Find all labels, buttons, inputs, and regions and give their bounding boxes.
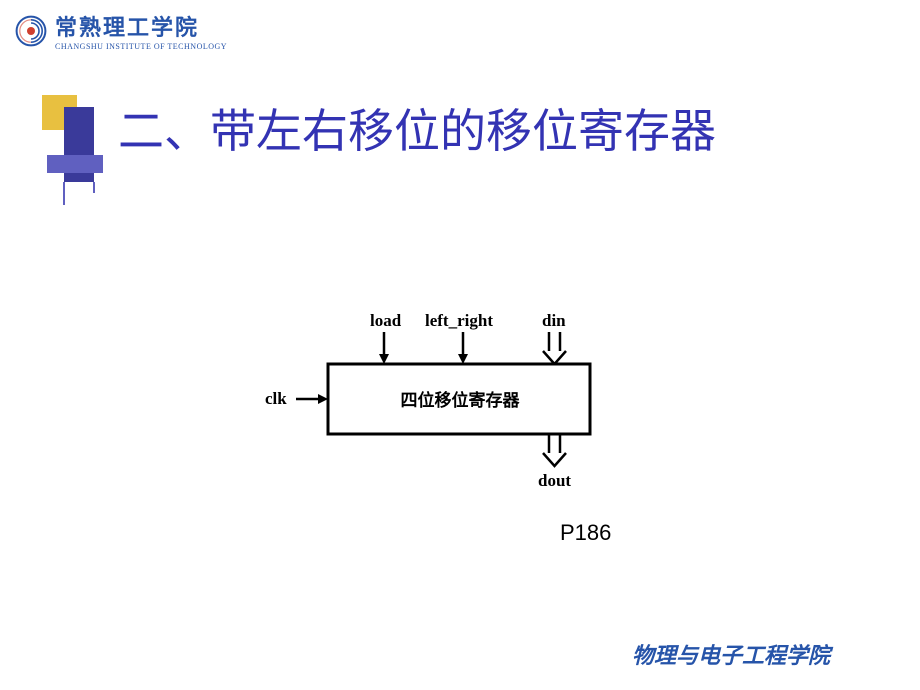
port-label-clk: clk: [265, 389, 287, 408]
university-logo-icon: [15, 15, 47, 47]
port-label-din: din: [542, 311, 566, 330]
logo-cn: 常熟理工学院: [55, 10, 227, 42]
logo-en: CHANGSHU INSTITUTE OF TECHNOLOGY: [55, 42, 227, 51]
footer-text: 物理与电子工程学院: [632, 638, 830, 670]
slide-title: 二、带左右移位的移位寄存器: [118, 95, 716, 161]
logo-text: 常熟理工学院 CHANGSHU INSTITUTE OF TECHNOLOGY: [55, 10, 227, 51]
box-label: 四位移位寄存器: [401, 390, 521, 410]
title-decor-icon: [42, 95, 122, 205]
block-diagram: load left_right din 四位移位寄存器 clk dout: [260, 300, 660, 500]
page-reference: P186: [560, 520, 611, 546]
port-label-left-right: left_right: [425, 311, 493, 330]
port-label-dout: dout: [538, 471, 571, 490]
port-label-load: load: [370, 311, 402, 330]
logo-area: 常熟理工学院 CHANGSHU INSTITUTE OF TECHNOLOGY: [15, 10, 227, 51]
